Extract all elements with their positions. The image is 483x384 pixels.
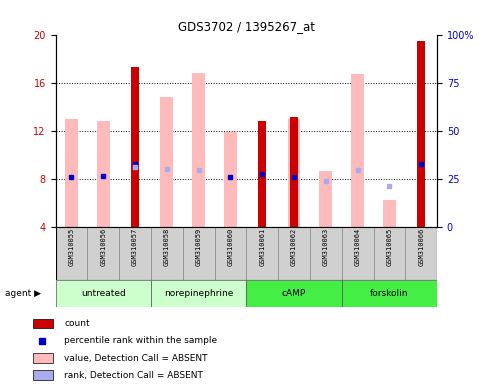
Text: GSM310064: GSM310064 xyxy=(355,228,361,266)
Bar xyxy=(87,227,119,280)
Text: GSM310065: GSM310065 xyxy=(386,228,392,266)
Text: GSM310066: GSM310066 xyxy=(418,228,424,266)
Bar xyxy=(288,119,300,227)
Bar xyxy=(151,227,183,280)
Bar xyxy=(258,121,266,227)
Text: norepinephrine: norepinephrine xyxy=(164,289,233,298)
Text: GSM310056: GSM310056 xyxy=(100,228,106,266)
Bar xyxy=(33,371,53,380)
Text: agent ▶: agent ▶ xyxy=(5,289,41,298)
Text: forskolin: forskolin xyxy=(370,289,409,298)
Text: cAMP: cAMP xyxy=(282,289,306,298)
Bar xyxy=(246,227,278,280)
Text: GSM310055: GSM310055 xyxy=(69,228,74,266)
Text: GSM310061: GSM310061 xyxy=(259,228,265,266)
Text: untreated: untreated xyxy=(81,289,126,298)
Bar xyxy=(192,73,205,227)
Bar xyxy=(65,119,78,227)
Bar xyxy=(417,41,425,227)
Bar xyxy=(151,280,246,307)
Bar xyxy=(33,319,53,328)
Bar xyxy=(97,121,110,227)
Text: GSM310059: GSM310059 xyxy=(196,228,201,266)
Bar xyxy=(56,227,87,280)
Text: percentile rank within the sample: percentile rank within the sample xyxy=(64,336,217,345)
Bar xyxy=(33,353,53,363)
Text: count: count xyxy=(64,319,90,328)
Text: GSM310062: GSM310062 xyxy=(291,228,297,266)
Text: GSM310057: GSM310057 xyxy=(132,228,138,266)
Bar xyxy=(383,200,396,227)
Bar xyxy=(290,118,298,227)
Bar xyxy=(160,97,173,227)
Bar xyxy=(319,171,332,227)
Bar xyxy=(246,280,342,307)
Bar xyxy=(373,227,405,280)
Text: GSM310058: GSM310058 xyxy=(164,228,170,266)
Bar xyxy=(183,227,214,280)
Text: GSM310060: GSM310060 xyxy=(227,228,233,266)
Bar xyxy=(224,132,237,227)
Bar xyxy=(56,280,151,307)
Text: GSM310063: GSM310063 xyxy=(323,228,329,266)
Bar xyxy=(342,227,373,280)
Bar xyxy=(119,227,151,280)
Bar xyxy=(214,227,246,280)
Bar xyxy=(405,227,437,280)
Bar xyxy=(310,227,342,280)
Text: value, Detection Call = ABSENT: value, Detection Call = ABSENT xyxy=(64,354,208,362)
Bar xyxy=(278,227,310,280)
Bar xyxy=(131,67,139,227)
Title: GDS3702 / 1395267_at: GDS3702 / 1395267_at xyxy=(178,20,315,33)
Text: rank, Detection Call = ABSENT: rank, Detection Call = ABSENT xyxy=(64,371,203,380)
Bar xyxy=(351,74,364,227)
Bar xyxy=(342,280,437,307)
